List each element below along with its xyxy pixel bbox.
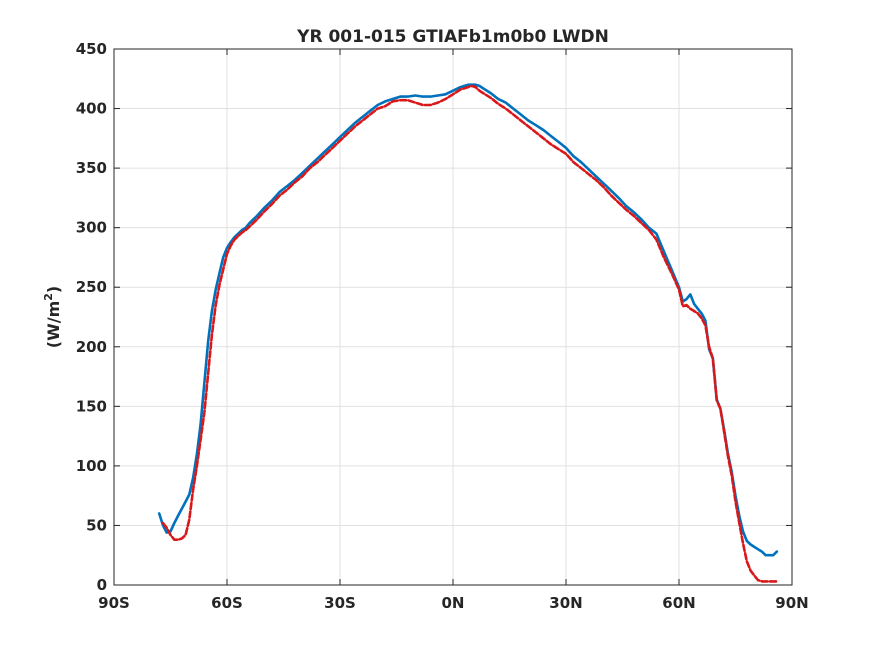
y-tick-label: 150 — [76, 397, 107, 415]
y-axis-label-close: ) — [44, 286, 63, 293]
x-tick-label: 30S — [324, 594, 356, 612]
series-line-dashed — [161, 84, 779, 583]
y-tick-label: 300 — [76, 219, 107, 237]
x-tick-label: 30N — [549, 594, 582, 612]
chart-title: YR 001-015 GTIAFb1m0b0 LWDN — [296, 27, 609, 47]
y-axis-label-base: (W/m — [44, 301, 63, 348]
series-layer — [157, 83, 779, 583]
y-tick-label: 0 — [97, 576, 107, 594]
ticks: 90S 60S 30S 0N 30N 60N 90N 0 50 100 150 200 250 300 35… — [76, 40, 809, 612]
y-axis-label-superscript: 2 — [42, 293, 55, 301]
x-tick-label: 90S — [98, 594, 130, 612]
x-tick-label: 90N — [775, 594, 808, 612]
y-tick-label: 200 — [76, 338, 107, 356]
y-tick-label: 250 — [76, 278, 107, 296]
y-axis-label: (W/m2) — [42, 286, 63, 348]
y-tick-label: 100 — [76, 457, 107, 475]
y-tick-label: 350 — [76, 159, 107, 177]
x-tick-label: 0N — [442, 594, 465, 612]
y-tick-label: 450 — [76, 40, 107, 58]
x-tick-label: 60S — [211, 594, 243, 612]
x-tick-label: 60N — [662, 594, 695, 612]
y-tick-label: 50 — [86, 516, 107, 534]
y-tick-label: 400 — [76, 100, 107, 118]
